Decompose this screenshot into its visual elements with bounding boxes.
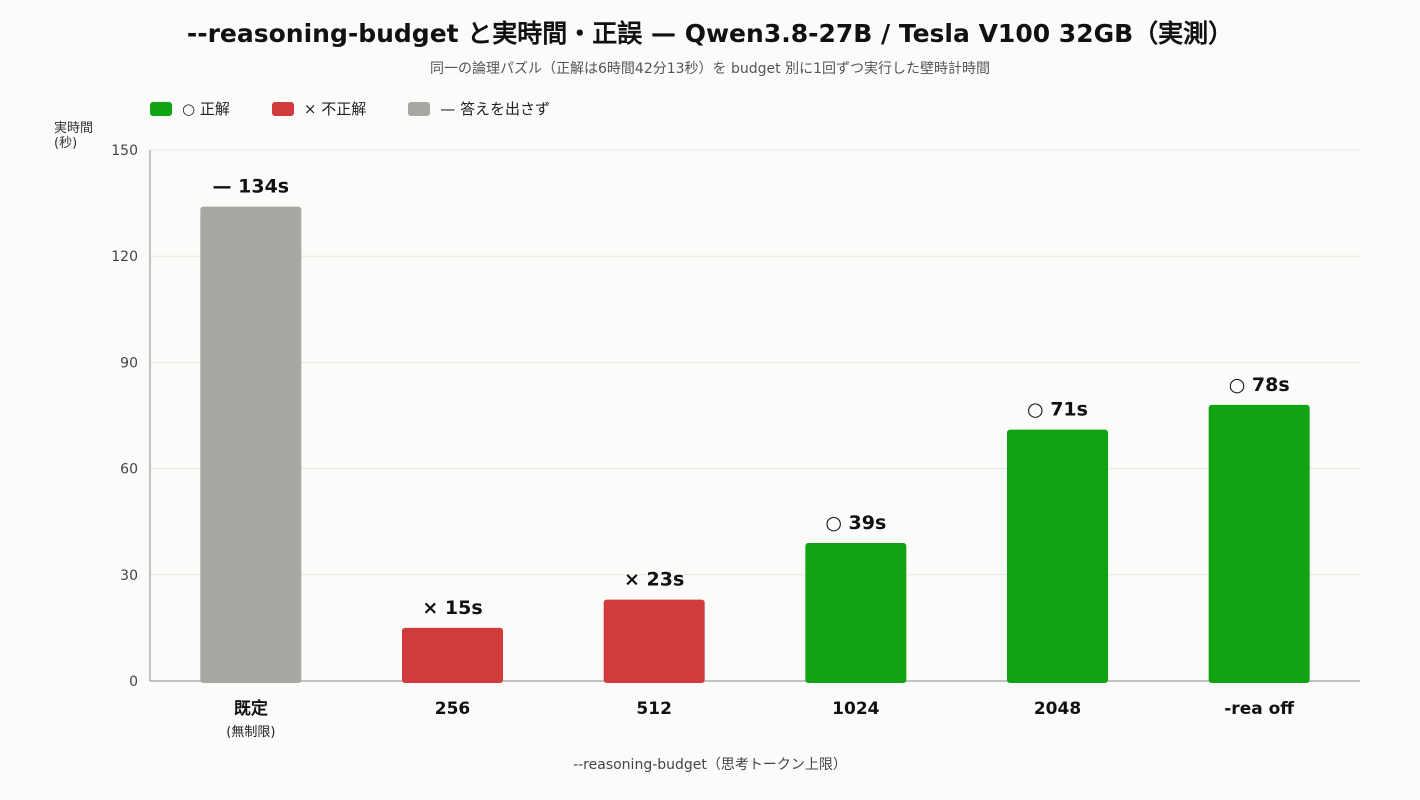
legend-swatch-incorrect [271,101,294,116]
chart-title: --reasoning-budget と実時間・正誤 — Qwen3.8-27B… [186,19,1234,48]
x-tick-label: 512 [636,699,672,719]
y-tick-label: 120 [111,249,138,265]
y-tick-label: 90 [120,355,138,371]
bar-value-label: — 134s [213,176,290,198]
x-tick-label: 既定 [234,698,268,719]
bar-value-label: ○ 71s [1027,399,1088,421]
y-tick-label: 150 [111,143,138,159]
y-axis-title: 実時間 (秒) [54,121,93,151]
legend-item-correct: ○ 正解 [150,98,230,119]
legend: ○ 正解 × 不正解 — 答えを出さず [150,98,550,119]
bar-value-label: × 23s [624,569,684,591]
legend-label-no-answer: — 答えを出さず [440,100,550,118]
y-tick-label: 0 [129,674,138,690]
x-axis-title: --reasoning-budget（思考トークン上限） [573,757,847,773]
y-tick-label: 30 [120,568,138,584]
bar [603,599,705,683]
legend-swatch-no-answer [408,101,431,116]
x-tick-label: 2048 [1034,699,1081,719]
bar-value-label: ○ 39s [825,512,886,534]
bar-value-label: × 15s [422,597,482,619]
bar [805,542,907,683]
legend-label-correct: ○ 正解 [182,100,230,118]
bar [402,627,503,683]
x-tick-label: -rea off [1224,699,1294,719]
legend-label-incorrect: × 不正解 [303,100,367,118]
chart-subtitle: 同一の論理パズル（正解は6時間42分13秒）を budget 別に1回ずつ実行し… [430,61,990,77]
bar [1007,429,1108,683]
legend-swatch-correct [150,101,172,116]
bar-value-label: ○ 78s [1229,374,1290,396]
x-tick-label: 1024 [832,699,879,719]
y-tick-label: 60 [120,462,138,478]
legend-item-no-answer: — 答えを出さず [408,98,550,119]
y-axis-title-line2: (秒) [54,136,78,151]
x-tick-label: 256 [435,699,471,719]
y-axis-title-line1: 実時間 [54,121,94,136]
legend-item-incorrect: × 不正解 [271,98,367,119]
bar [1208,404,1310,683]
bar [200,206,302,683]
x-tick-sublabel: (無制限) [226,725,275,740]
